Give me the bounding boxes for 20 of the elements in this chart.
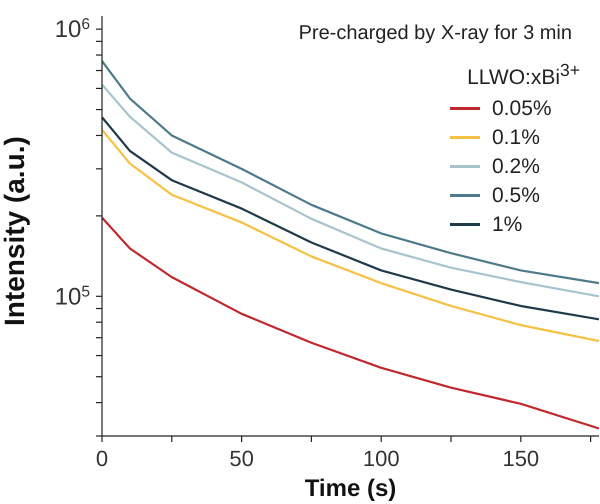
x-axis-title: Time (s): [304, 475, 396, 502]
legend-label: 0.05%: [492, 96, 552, 122]
legend-title: LLWO:xBi$^{3+}$: [467, 60, 580, 89]
x-tick-label: 0: [96, 446, 108, 471]
x-tick-label: 150: [502, 446, 540, 471]
line-series: [102, 60, 599, 284]
legend-label: 1%: [492, 212, 522, 238]
y-tick-label: 10$^{5}$: [54, 282, 90, 310]
line-series: [102, 128, 599, 342]
legend-label: 0.5%: [492, 183, 540, 209]
x-tick-label: 50: [229, 446, 254, 471]
y-tick-label: 10$^{6}$: [54, 16, 90, 44]
legend-label: 0.2%: [492, 154, 540, 180]
y-axis-title: Intensity (a.u.): [0, 136, 30, 326]
annotation: Pre-charged by X-ray for 3 min: [298, 22, 572, 45]
line-series: [102, 116, 599, 320]
x-tick-label: 100: [362, 446, 400, 471]
line-series: [102, 84, 599, 298]
legend-label: 0.1%: [492, 125, 540, 151]
line-series: [102, 216, 599, 430]
